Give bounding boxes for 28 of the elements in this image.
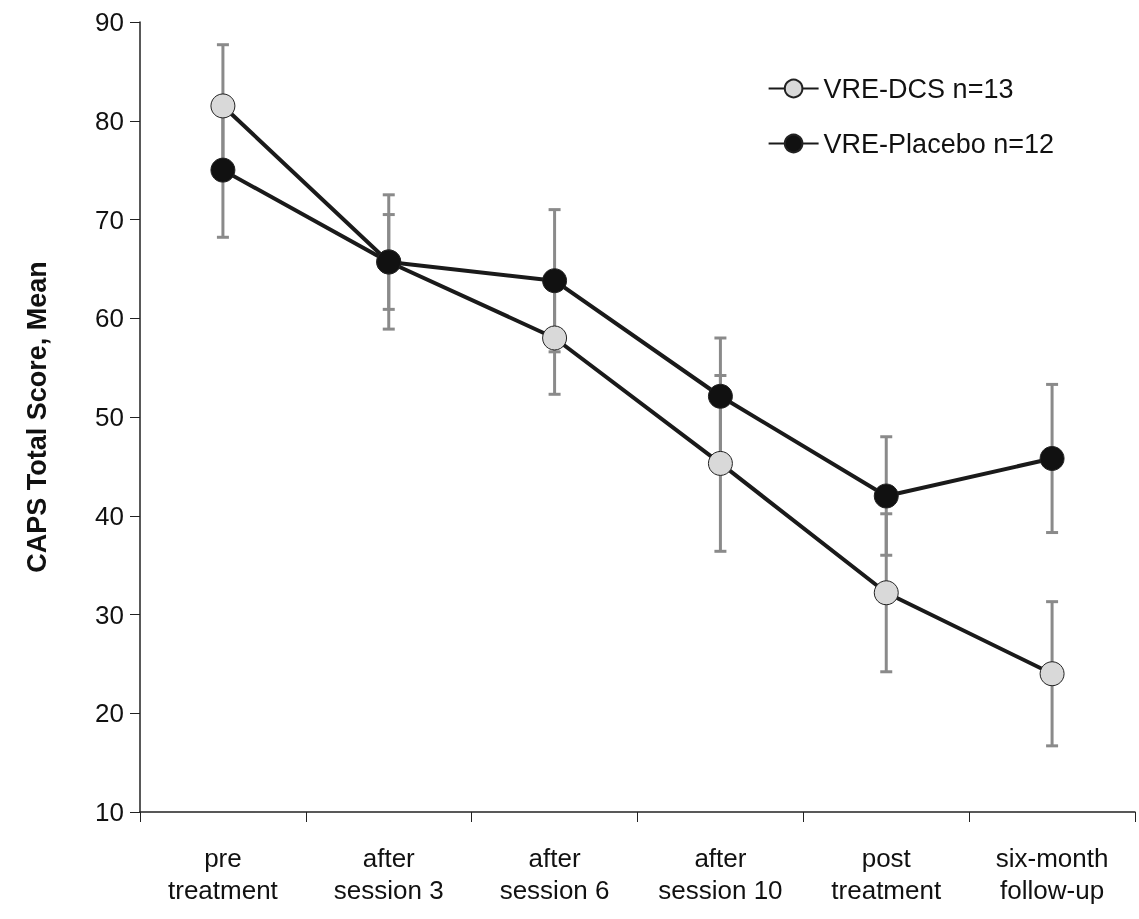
legend-label: VRE-Placebo n=12	[823, 128, 1055, 159]
point	[707, 450, 733, 476]
legend-label: VRE-DCS n=13	[823, 73, 1014, 104]
y-tick-label: 60	[95, 303, 124, 334]
y-tick-label: 40	[95, 500, 124, 531]
x-tick-label: post treatment	[831, 843, 942, 905]
point	[542, 268, 568, 294]
point	[1039, 661, 1065, 687]
y-tick-label: 30	[95, 599, 124, 630]
y-tick-label: 80	[95, 105, 124, 136]
point	[707, 383, 733, 409]
y-tick-label: 20	[95, 698, 124, 729]
y-tick-label: 90	[95, 7, 124, 37]
point	[210, 93, 236, 119]
x-tick-label: after session 10	[658, 843, 783, 905]
x-tick-label: six-month follow-up	[995, 843, 1109, 905]
x-tick-label: after session 6	[499, 843, 610, 905]
x-tick-label: pre treatment	[168, 843, 279, 905]
point	[542, 325, 568, 351]
y-tick-label: 50	[95, 402, 124, 432]
point	[873, 483, 899, 509]
point	[1039, 445, 1065, 471]
point	[210, 157, 236, 183]
point	[873, 580, 899, 606]
y-tick-label: 10	[95, 797, 124, 827]
x-tick-label: after session 3	[333, 843, 444, 905]
y-tick-label: 70	[95, 204, 124, 235]
y-axis-title: CAPS Total Score, Mean	[21, 261, 52, 573]
